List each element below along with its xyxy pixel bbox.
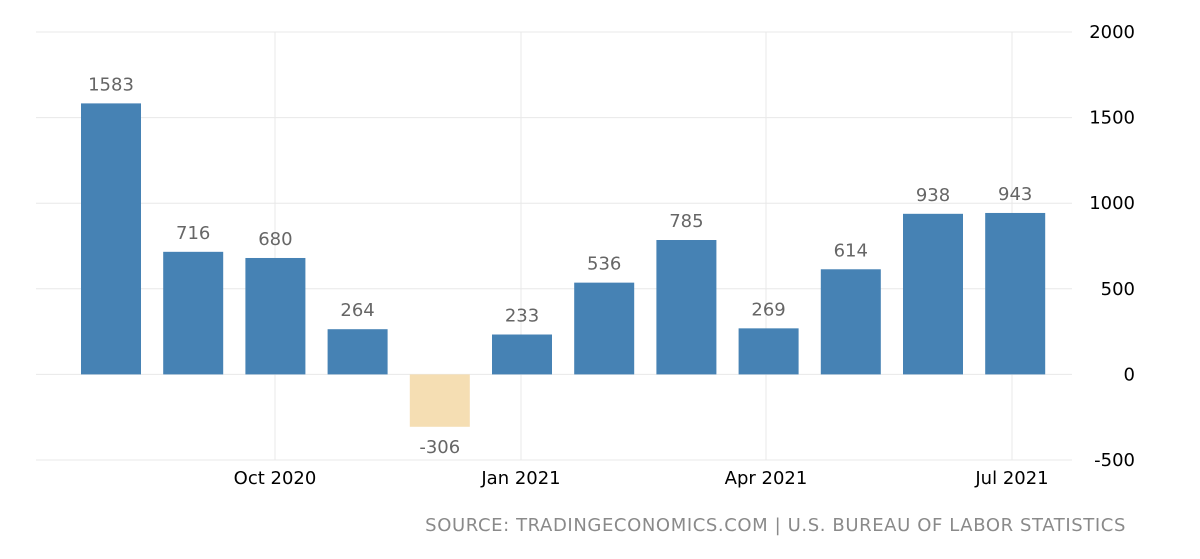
data-label: 269 [751, 299, 785, 320]
data-label: 233 [505, 306, 539, 327]
data-label: 716 [176, 223, 210, 244]
x-tick-label: Jul 2021 [974, 468, 1048, 489]
x-tick-label: Oct 2020 [234, 468, 317, 489]
data-label: 938 [916, 185, 950, 206]
bar [574, 282, 635, 375]
bar [163, 251, 224, 375]
bar [903, 213, 963, 375]
bar [738, 328, 799, 375]
bar [245, 257, 306, 375]
y-tick-label: 500 [1101, 279, 1135, 300]
source-note: SOURCE: TRADINGECONOMICS.COM | U.S. BURE… [425, 515, 1126, 536]
x-tick-label: Jan 2021 [480, 468, 560, 489]
data-label: 1583 [88, 74, 134, 95]
bar [409, 374, 470, 427]
bar [327, 329, 388, 375]
data-label: 536 [587, 254, 621, 275]
data-label: 785 [669, 211, 703, 232]
bar [656, 240, 717, 375]
y-tick-label: 1500 [1089, 108, 1135, 129]
data-label: 264 [340, 300, 374, 321]
data-label: 614 [834, 240, 868, 261]
y-tick-label: 2000 [1089, 22, 1135, 43]
y-tick-label: 1000 [1089, 193, 1135, 214]
y-tick-label: 0 [1124, 364, 1135, 385]
data-label: -306 [419, 437, 460, 458]
data-label: 943 [998, 184, 1032, 205]
y-tick-label: -500 [1094, 450, 1135, 471]
bar [81, 103, 141, 375]
bar [492, 334, 552, 375]
x-tick-label: Apr 2021 [725, 468, 808, 489]
bar [820, 269, 881, 375]
bar [985, 212, 1046, 375]
data-label: 680 [258, 229, 292, 250]
